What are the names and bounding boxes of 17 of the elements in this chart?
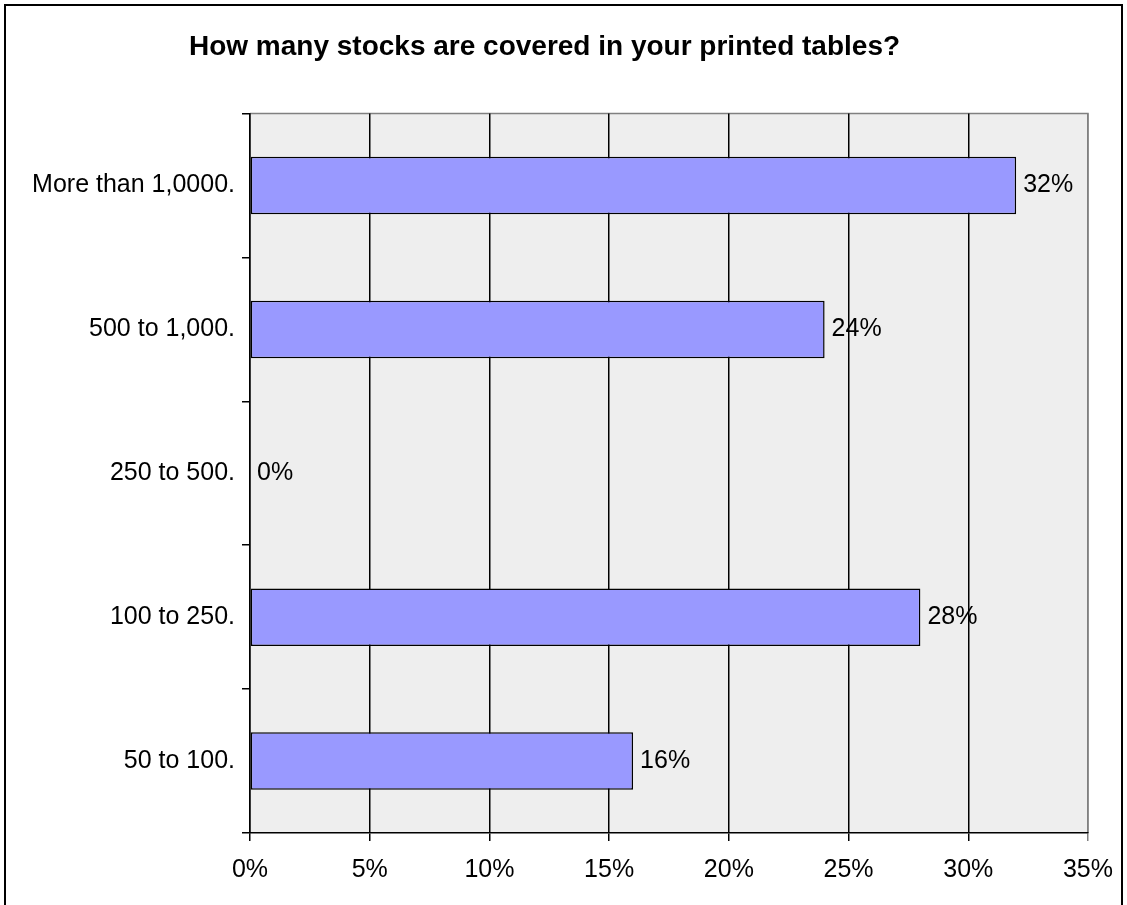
y-tick-label: 100 to 250.: [109, 601, 235, 630]
x-tick-label: 25%: [823, 853, 874, 882]
x-tick-label: 0%: [231, 853, 269, 882]
data-label: 0%: [257, 457, 294, 486]
data-label: 32%: [1023, 169, 1074, 198]
y-tick-label: 50 to 100.: [123, 744, 235, 773]
chart-title: How many stocks are covered in your printed tables?: [188, 29, 901, 61]
y-tick-label: 250 to 500.: [109, 457, 235, 486]
x-tick-label: 15%: [584, 853, 635, 882]
x-tick-label: 35%: [1062, 853, 1114, 882]
x-tick-label: 10%: [464, 853, 515, 882]
x-tick-label: 20%: [703, 853, 754, 882]
y-tick-label: More than 1,0000.: [32, 169, 235, 198]
data-label: 16%: [640, 744, 691, 773]
x-tick-label: 5%: [351, 853, 388, 882]
y-tick-label: 500 to 1,000.: [89, 313, 235, 342]
x-tick-label: 30%: [943, 853, 994, 882]
